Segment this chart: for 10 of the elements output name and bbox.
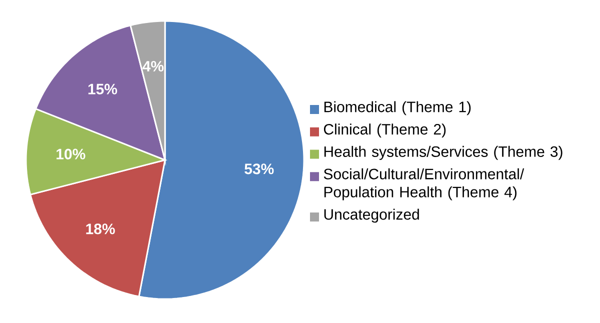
- data-label: 15%: [88, 84, 118, 94]
- legend-label: Social/Cultural/Environmental/ Population Health (Theme 4): [324, 168, 524, 200]
- data-label: 10%: [56, 148, 86, 160]
- data-label: 4%: [142, 60, 164, 72]
- legend-label: Uncategorized: [324, 208, 419, 223]
- legend-label: Clinical (Theme 2): [324, 124, 446, 138]
- data-label: 18%: [86, 224, 115, 234]
- legend-label: Health systems/Services (Theme 3): [324, 146, 562, 160]
- data-label: 53%: [244, 164, 274, 174]
- legend-label: Biomedical (Theme 1): [324, 101, 471, 116]
